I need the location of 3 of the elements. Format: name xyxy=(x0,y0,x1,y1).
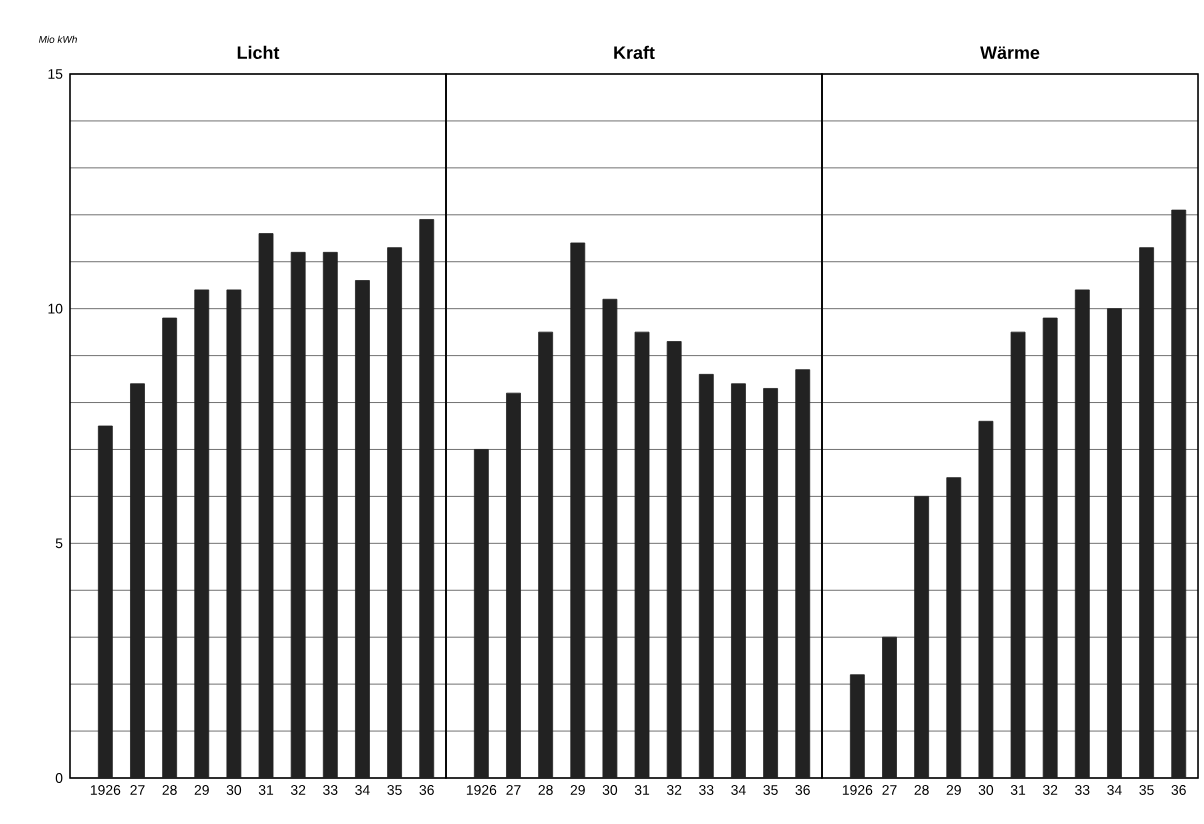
chart-title: Kraft xyxy=(614,45,655,60)
chart-title: Licht xyxy=(237,45,280,60)
chart-title: Wärme xyxy=(980,46,1040,60)
